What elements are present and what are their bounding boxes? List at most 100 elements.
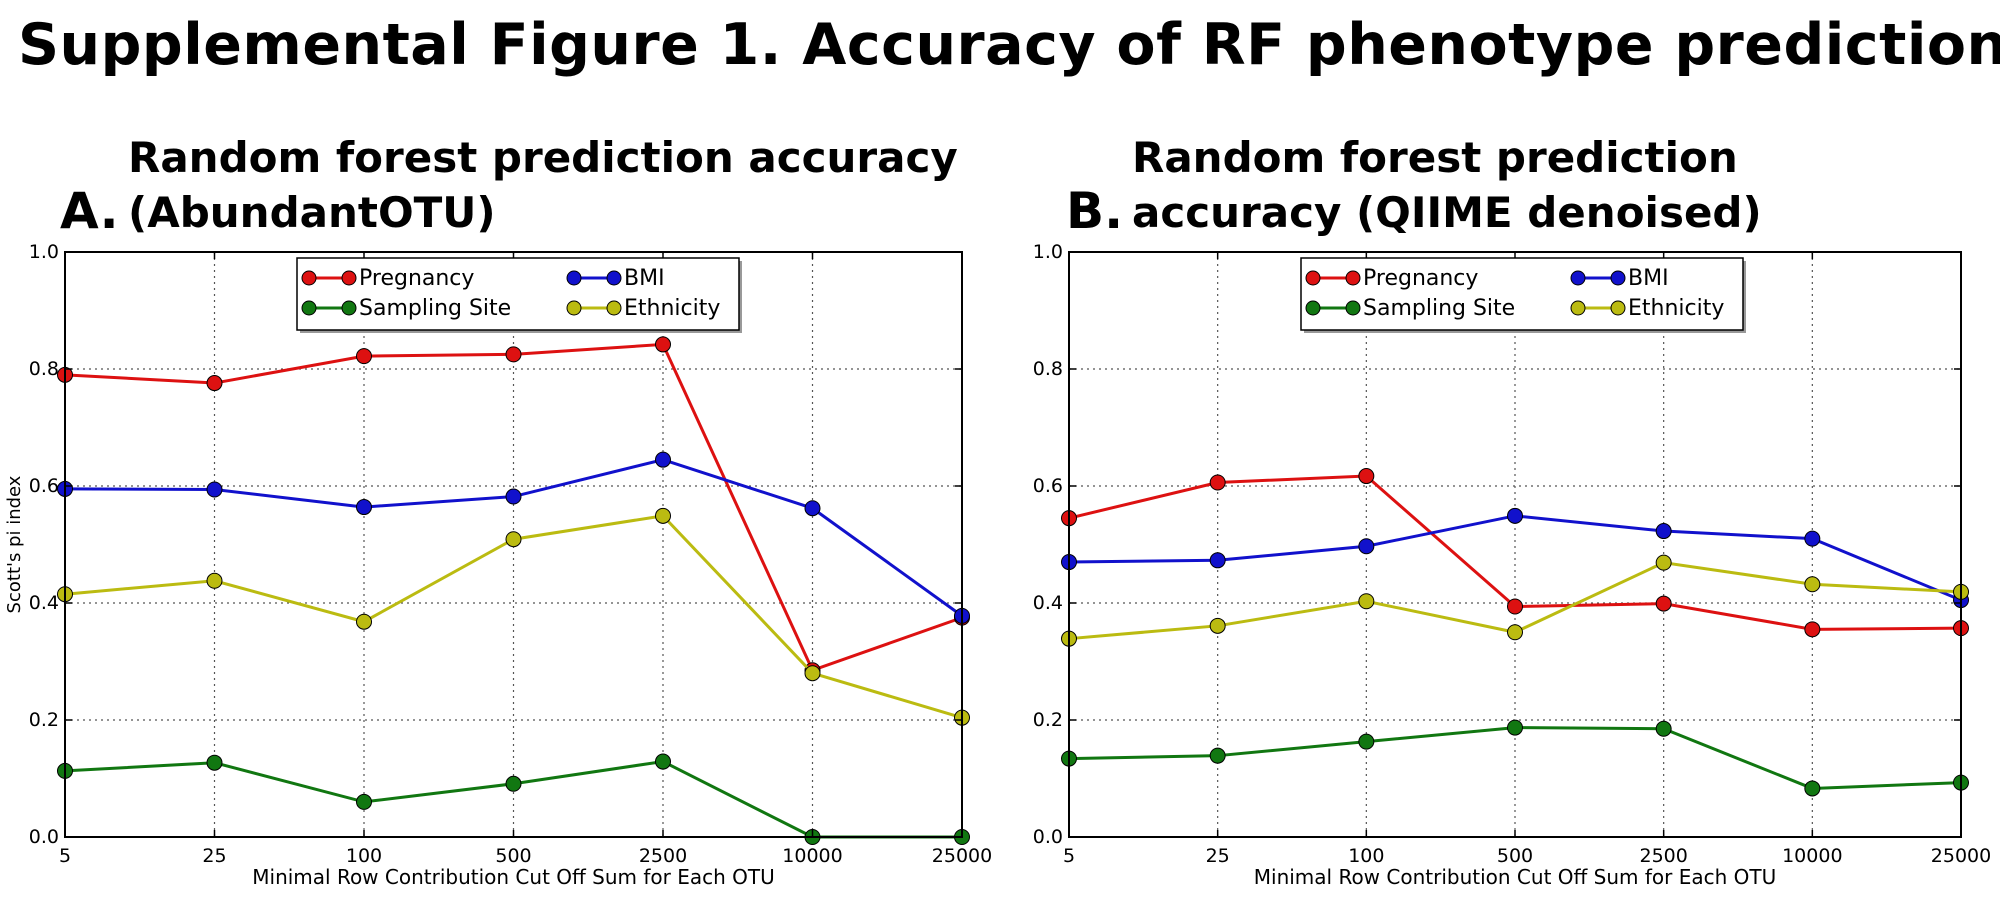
chart-b-legend-marker-b-ethnicity: [1610, 300, 1626, 316]
chart-b-point-pregnancy-500: [1507, 598, 1523, 615]
chart-a-point-pregnancy-100: [356, 348, 372, 365]
chart-b-legend-label-pregnancy: Pregnancy: [1363, 266, 1478, 291]
figure-title: Supplemental Figure 1. Accuracy of RF ph…: [18, 12, 2000, 78]
chart-a-legend-marker-a-sampling-site: [301, 300, 317, 316]
chart-a-ytick-label-2: 0.4: [29, 592, 59, 614]
chart-b-legend-label-bmi: BMI: [1628, 266, 1669, 291]
chart-a-xtick-label-100: 100: [346, 845, 382, 867]
chart-b-legend: Pregnancy BMI Sampling Site Ethnicity: [1300, 257, 1746, 333]
chart-b-legend-marker-b-sampling-site: [1345, 300, 1361, 316]
chart-a-point-pregnancy-25: [206, 375, 223, 392]
chart-b-point-ethnicity-100: [1358, 593, 1375, 610]
chart-b-point-pregnancy-2500: [1655, 595, 1672, 612]
chart-b-point-pregnancy-100: [1358, 468, 1375, 485]
panel-b: B. Random forest prediction accuracy (QI…: [1000, 130, 2000, 900]
chart-a-point-sampling-site-100: [356, 793, 372, 810]
panel-b-title: Random forest prediction accuracy (QIIME…: [1132, 130, 1762, 240]
chart-a-xlabel: Minimal Row Contribution Cut Off Sum for…: [252, 865, 775, 889]
chart-a-point-sampling-site-500: [505, 775, 522, 792]
chart-b-point-bmi-500: [1507, 507, 1523, 524]
chart-b-legend-marker-a-pregnancy: [1305, 270, 1321, 286]
chart-a-line-pregnancy: [64, 342, 963, 673]
chart-a-legend-marker-a-pregnancy: [301, 270, 317, 286]
chart-a-point-sampling-site-25: [206, 754, 223, 771]
chart-a-point-pregnancy-2500: [655, 336, 671, 353]
panel-b-title-line-1: Random forest prediction: [1132, 133, 1738, 182]
chart-a-legend-label-sampling-site: Sampling Site: [359, 296, 511, 321]
chart-b-legend-marker-a-bmi: [1570, 270, 1586, 286]
chart-a-xtick-label-2500: 2500: [639, 845, 687, 867]
chart-a: 5 25 100 500 2500 10000 25000 0.0 0.2 0.4 0.6 0.8 1.…: [4, 241, 992, 889]
chart-a-legend-marker-a-bmi: [566, 270, 582, 286]
chart-b-ytick-label-3: 0.6: [1033, 475, 1063, 497]
chart-a-ytick-label-1: 0.2: [29, 709, 59, 731]
chart-a-legend-label-pregnancy: Pregnancy: [359, 266, 474, 291]
chart-a-ytick-label-5: 1.0: [29, 241, 59, 263]
chart-a-point-sampling-site-2500: [655, 753, 671, 770]
chart-b-legend-marker-a-sampling-site: [1305, 300, 1321, 316]
chart-b-point-ethnicity-2500: [1655, 554, 1672, 571]
chart-a-xtick-label-25: 25: [202, 845, 226, 867]
chart-b-point-pregnancy-25: [1209, 474, 1226, 491]
chart-a-point-bmi-10000: [804, 500, 821, 517]
chart-a-ytick-label-4: 0.8: [29, 358, 59, 380]
chart-a-legend-label-bmi: BMI: [624, 266, 665, 291]
chart-b-ytick-label-5: 1.0: [1033, 241, 1063, 263]
chart-a-xtick-label-5: 5: [59, 845, 71, 867]
chart-a-ytick-label-0: 0.0: [29, 826, 59, 848]
chart-a-xtick-label-500: 500: [495, 845, 531, 867]
panel-a-title-line-1: Random forest prediction accuracy: [128, 133, 958, 182]
chart-b-xtick-label-5: 5: [1063, 845, 1075, 867]
chart-a-ytick-label-3: 0.6: [29, 475, 59, 497]
chart-b-xtick-label-25: 25: [1206, 845, 1230, 867]
chart-a-legend: Pregnancy BMI Sampling Site Ethnicity: [296, 257, 742, 333]
panel-b-letter: B.: [1066, 182, 1124, 240]
chart-b-point-ethnicity-500: [1507, 624, 1523, 641]
chart-b-ytick-label-1: 0.2: [1033, 709, 1063, 731]
chart-b-line-sampling-site: [1068, 726, 1962, 790]
chart-b-xtick-label-100: 100: [1348, 845, 1384, 867]
chart-a-legend-marker-b-ethnicity: [606, 300, 622, 316]
chart-a-legend-marker-b-bmi: [606, 270, 622, 286]
chart-a-point-bmi-500: [505, 488, 522, 505]
panel-a-title: Random forest prediction accuracy (Abund…: [128, 130, 958, 240]
chart-b-xtick-label-25000: 25000: [1931, 845, 1991, 867]
chart-b-ytick-label-4: 0.8: [1033, 358, 1063, 380]
chart-a-point-bmi-25: [206, 481, 223, 498]
chart-a-legend-marker-b-sampling-site: [341, 300, 357, 316]
chart-b-point-ethnicity-25: [1209, 617, 1226, 634]
chart-a-legend-box: [296, 257, 740, 331]
chart-b-legend-box: [1300, 257, 1744, 331]
chart-a-legend-label-ethnicity: Ethnicity: [624, 296, 720, 321]
chart-b-xtick-label-2500: 2500: [1639, 845, 1687, 867]
chart-a-point-ethnicity-25: [206, 572, 223, 589]
chart-a-point-bmi-2500: [655, 451, 671, 468]
chart-b-point-bmi-10000: [1804, 530, 1821, 547]
chart-a-legend-marker-a-ethnicity: [566, 300, 582, 316]
chart-b-legend-label-ethnicity: Ethnicity: [1628, 296, 1724, 321]
chart-b-ytick-label-2: 0.4: [1033, 592, 1063, 614]
chart-b: 5 25 100 500 2500 10000 25000 0.0 0.2 0.4 0.6 0.8 1.…: [1033, 241, 1991, 889]
chart-a-point-ethnicity-100: [356, 613, 372, 630]
chart-a-ylabel: Scott's pi index: [4, 475, 25, 613]
panel-a-letter: A.: [60, 182, 119, 240]
chart-a-point-bmi-100: [356, 499, 372, 516]
chart-b-xtick-label-500: 500: [1497, 845, 1533, 867]
chart-a-point-ethnicity-10000: [804, 665, 821, 682]
chart-b-ytick-label-0: 0.0: [1033, 826, 1063, 848]
panel-a-title-line-2: (AbundantOTU): [128, 188, 496, 237]
chart-b-legend-marker-b-pregnancy: [1345, 270, 1361, 286]
chart-b-point-bmi-2500: [1655, 523, 1672, 540]
chart-b-xtick-label-10000: 10000: [1782, 845, 1842, 867]
chart-a-legend-marker-b-pregnancy: [341, 270, 357, 286]
panel-a: A. Random forest prediction accuracy (Ab…: [0, 130, 1000, 900]
chart-a-xtick-label-10000: 10000: [782, 845, 842, 867]
chart-b-point-sampling-site-10000: [1804, 780, 1821, 797]
chart-b-point-sampling-site-100: [1358, 733, 1375, 750]
chart-b-legend-marker-b-bmi: [1610, 270, 1626, 286]
chart-a-point-pregnancy-500: [505, 346, 522, 363]
chart-a-point-ethnicity-500: [505, 531, 522, 548]
chart-b-point-sampling-site-500: [1507, 719, 1523, 736]
panel-b-title-line-2: accuracy (QIIME denoised): [1132, 188, 1762, 237]
chart-b-point-sampling-site-25: [1209, 747, 1226, 764]
